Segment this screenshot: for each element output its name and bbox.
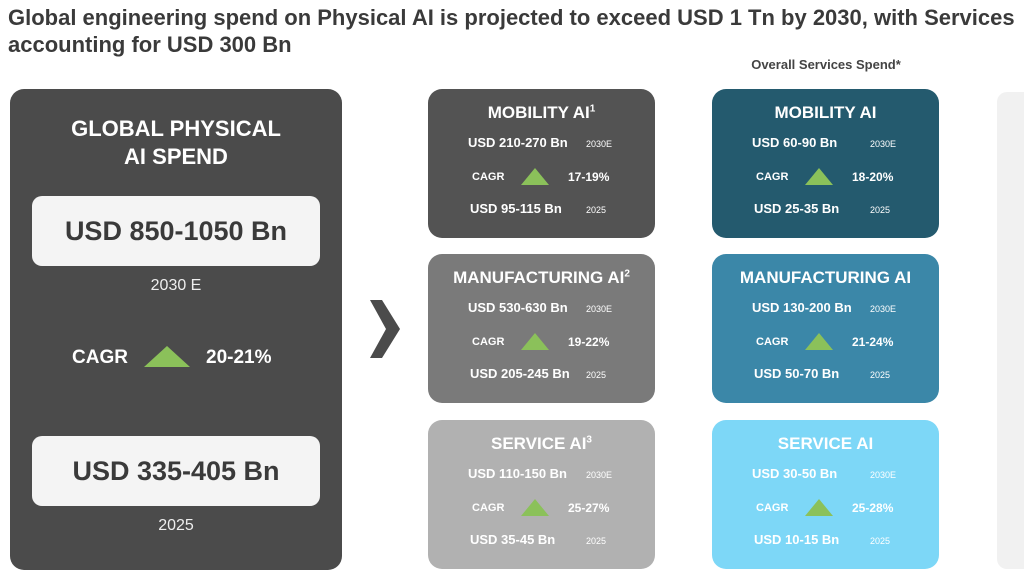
footnote-marker: 3 <box>586 434 592 446</box>
cagr-label: CAGR <box>756 502 789 514</box>
up-triangle-icon <box>805 333 833 350</box>
value-2030: USD 110-150 Bn <box>468 466 567 481</box>
up-triangle-icon <box>521 168 549 185</box>
cagr-label: CAGR <box>756 171 789 183</box>
card-title-text: SERVICE AI <box>777 434 874 453</box>
cagr-label: CAGR <box>472 336 505 348</box>
card-title-text: MOBILITY AI <box>487 103 590 122</box>
year-2025: 2025 <box>870 536 891 546</box>
segment-card-service: SERVICE AI3 USD 110-150 Bn 2030E CAGR 25… <box>428 420 655 569</box>
card-title-text: MANUFACTURING AI <box>739 268 912 287</box>
year-2025: 2025 <box>586 370 607 380</box>
year-2025: 2025 <box>586 205 607 215</box>
global-2025-value: USD 335-405 Bn <box>32 436 320 506</box>
year-2030: 2030E <box>870 470 897 480</box>
year-2025: 2025 <box>870 370 891 380</box>
segment-card-mobility: MOBILITY AI1 USD 210-270 Bn 2030E CAGR 1… <box>428 89 655 238</box>
services-card-service: SERVICE AI USD 30-50 Bn 2030E CAGR 25-28… <box>712 420 939 569</box>
value-2030: USD 210-270 Bn <box>468 135 568 150</box>
cagr-value: 18-20% <box>852 170 894 184</box>
cagr-label: CAGR <box>472 502 505 514</box>
global-2030-label: 2030 E <box>150 277 202 294</box>
card-title: MANUFACTURING AI2 <box>428 268 655 288</box>
up-triangle-icon <box>144 346 190 367</box>
year-2030: 2030E <box>586 139 613 149</box>
up-triangle-icon <box>521 333 549 350</box>
card-title-text: MANUFACTURING AI <box>453 268 625 287</box>
up-triangle-icon <box>521 499 549 516</box>
year-2030: 2030E <box>586 304 613 314</box>
global-cagr-label: CAGR <box>72 347 128 368</box>
global-2030-value: USD 850-1050 Bn <box>32 196 320 266</box>
value-2025: USD 205-245 Bn <box>470 366 570 381</box>
value-2025: USD 35-45 Bn <box>470 532 556 547</box>
side-panel <box>997 92 1024 569</box>
cagr-label: CAGR <box>472 171 505 183</box>
global-title-line1: GLOBAL PHYSICAL <box>71 116 281 141</box>
card-title: MANUFACTURING AI <box>712 268 939 288</box>
year-2025: 2025 <box>586 536 607 546</box>
value-2025: USD 25-35 Bn <box>754 201 840 216</box>
services-card-mobility: MOBILITY AI USD 60-90 Bn 2030E CAGR 18-2… <box>712 89 939 238</box>
year-2030: 2030E <box>870 139 897 149</box>
up-triangle-icon <box>805 168 833 185</box>
card-title: MOBILITY AI1 <box>428 103 655 123</box>
cagr-label: CAGR <box>756 336 789 348</box>
card-title: MOBILITY AI <box>712 103 939 123</box>
services-header: Overall Services Spend* <box>751 57 901 72</box>
value-2025: USD 50-70 Bn <box>754 366 840 381</box>
value-2030: USD 530-630 Bn <box>468 300 568 315</box>
segment-card-manufacturing: MANUFACTURING AI2 USD 530-630 Bn 2030E C… <box>428 254 655 403</box>
cagr-value: 25-28% <box>852 501 894 515</box>
card-title: SERVICE AI <box>712 434 939 454</box>
value-2030: USD 60-90 Bn <box>752 135 838 150</box>
value-2030: USD 130-200 Bn <box>752 300 852 315</box>
cagr-value: 21-24% <box>852 335 894 349</box>
card-title: SERVICE AI3 <box>428 434 655 454</box>
global-title: GLOBAL PHYSICAL AI SPEND <box>10 115 342 171</box>
cagr-value: 25-27% <box>568 501 610 515</box>
card-title-text: MOBILITY AI <box>774 103 877 122</box>
year-2030: 2030E <box>870 304 897 314</box>
year-2030: 2030E <box>586 470 613 480</box>
value-2025: USD 95-115 Bn <box>470 201 562 216</box>
card-title-text: SERVICE AI <box>491 434 587 453</box>
global-spend-panel: GLOBAL PHYSICAL AI SPEND USD 850-1050 Bn … <box>10 89 342 570</box>
chevron-right-icon <box>370 300 400 358</box>
up-triangle-icon <box>805 499 833 516</box>
page-title: Global engineering spend on Physical AI … <box>8 5 1015 57</box>
year-2025: 2025 <box>870 205 891 215</box>
value-2025: USD 10-15 Bn <box>754 532 840 547</box>
cagr-value: 19-22% <box>568 335 610 349</box>
global-2025-label: 2025 <box>158 517 194 534</box>
global-title-line2: AI SPEND <box>124 144 228 169</box>
global-cagr-value: 20-21% <box>206 347 272 368</box>
services-card-manufacturing: MANUFACTURING AI USD 130-200 Bn 2030E CA… <box>712 254 939 403</box>
cagr-value: 17-19% <box>568 170 610 184</box>
footnote-marker: 1 <box>589 103 596 115</box>
footnote-marker: 2 <box>624 268 630 280</box>
value-2030: USD 30-50 Bn <box>752 466 838 481</box>
